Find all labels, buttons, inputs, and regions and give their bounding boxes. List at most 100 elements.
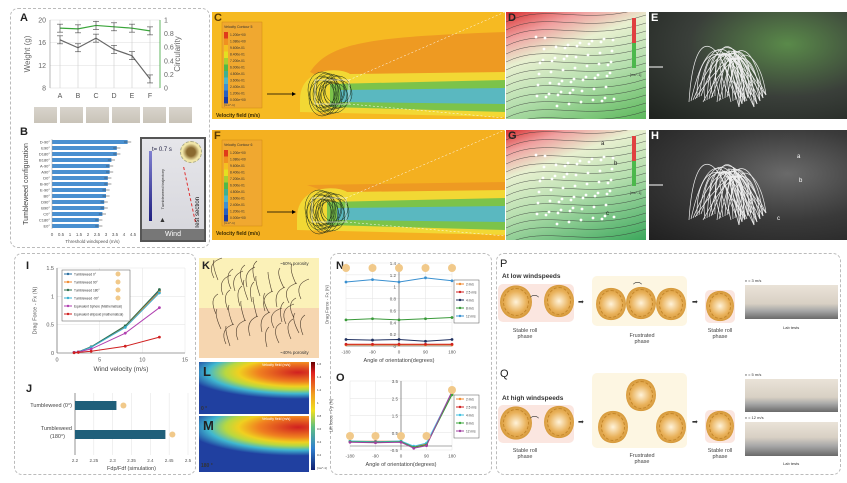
branch bbox=[737, 172, 767, 220]
data-point bbox=[412, 446, 416, 450]
tumbleweed-photo-a bbox=[33, 106, 58, 124]
tumbleweed-orientation-icon bbox=[421, 264, 430, 272]
colorbar-tick: 1.6 bbox=[317, 362, 322, 366]
tumbleweed-wireframe bbox=[320, 78, 348, 110]
x-axis-label: Angle of orientation(degrees) bbox=[364, 358, 435, 364]
particle bbox=[559, 90, 563, 94]
legend-value: 7.200e-01 bbox=[230, 177, 245, 181]
legend-swatch bbox=[224, 182, 228, 189]
x-tick-label: C bbox=[93, 93, 98, 100]
data-point bbox=[450, 342, 454, 346]
x-tick-label: F bbox=[148, 93, 152, 100]
particle bbox=[559, 208, 563, 212]
legend-box bbox=[61, 269, 131, 322]
x-tick-label: D bbox=[111, 93, 116, 100]
data-point bbox=[371, 278, 374, 281]
particle bbox=[573, 66, 577, 70]
particle bbox=[567, 102, 571, 106]
bar bbox=[52, 158, 112, 162]
m-angle-label: 180 ° bbox=[201, 463, 213, 469]
streamline bbox=[506, 220, 646, 237]
particle bbox=[565, 54, 569, 58]
x-tick-label: 180 bbox=[448, 454, 456, 459]
category-label: B-90° bbox=[40, 182, 50, 187]
branch bbox=[280, 301, 285, 323]
branch bbox=[275, 286, 286, 308]
tumbleweed-icon bbox=[115, 295, 121, 301]
branch bbox=[223, 323, 235, 345]
tumbleweed-orientation-icon bbox=[395, 264, 403, 272]
x-tick-label: B bbox=[76, 93, 81, 100]
bar bbox=[52, 182, 108, 186]
x-tick-label: 0.5 bbox=[58, 232, 65, 237]
legend-swatch bbox=[224, 84, 228, 91]
particle bbox=[561, 186, 565, 190]
p-speed-label: v = 3 m/s bbox=[745, 278, 762, 283]
tumbleweed-wireframe bbox=[319, 82, 349, 114]
panel-label-q: Q bbox=[500, 368, 509, 380]
tumbleweed-wireframe bbox=[306, 193, 332, 231]
particle bbox=[568, 91, 572, 95]
panel-label-l: L bbox=[203, 364, 211, 379]
legend-label: Tumbleweed -90° bbox=[74, 296, 100, 300]
data-point bbox=[374, 441, 377, 445]
y2-tick-label: 1 bbox=[164, 18, 168, 25]
category-label: Tumbleweed bbox=[41, 426, 72, 432]
l-field-label: Velocity field (m/s) bbox=[262, 363, 291, 367]
q-lab-photo-1 bbox=[744, 378, 839, 413]
particle bbox=[553, 174, 557, 178]
legend-value: 8.400e-01 bbox=[230, 53, 245, 57]
legend-label: 8 m/s bbox=[466, 306, 474, 310]
particle bbox=[563, 46, 567, 50]
streamline bbox=[506, 54, 646, 71]
streamline bbox=[506, 86, 646, 103]
test-section-label: Test section bbox=[195, 197, 201, 229]
category-label: E-90° bbox=[40, 188, 50, 193]
category-label: B90° bbox=[41, 206, 50, 211]
particle bbox=[555, 222, 559, 226]
branch bbox=[252, 296, 258, 318]
legend-swatch bbox=[224, 202, 228, 209]
y-tick-label: 1.5 bbox=[392, 414, 399, 419]
y-tick-label: 1.2 bbox=[390, 273, 397, 278]
tumbleweed-render: a b c bbox=[649, 154, 803, 226]
trajectory-label: Tumbleweed trajectory bbox=[160, 169, 165, 210]
particle bbox=[599, 158, 603, 162]
legend-value: 2.400e-01 bbox=[230, 85, 245, 89]
q-weed-2 bbox=[544, 405, 574, 439]
particle bbox=[541, 58, 545, 62]
particle bbox=[537, 190, 541, 194]
legend-label: 2 m/s bbox=[466, 397, 474, 401]
branch bbox=[719, 170, 740, 226]
particle bbox=[557, 82, 561, 86]
x-tick-label: -90 bbox=[369, 350, 376, 355]
particle bbox=[606, 181, 610, 185]
branch bbox=[240, 264, 246, 286]
tumbleweed-orientation-icon bbox=[371, 432, 380, 440]
y-tick-label: 12 bbox=[38, 63, 46, 70]
particle bbox=[556, 93, 560, 97]
legend-value: 3.600e-01 bbox=[230, 197, 245, 201]
particle bbox=[541, 176, 545, 180]
tumbleweed-wireframe bbox=[312, 191, 342, 225]
legend-marker bbox=[458, 421, 462, 425]
y-axis-label: Drag Force - Fx (N) bbox=[325, 285, 330, 325]
legend-swatch bbox=[224, 97, 228, 104]
tumbleweed-orientation-icon bbox=[448, 264, 456, 272]
tumbleweed-orientation-icon bbox=[368, 264, 377, 272]
particle bbox=[598, 51, 602, 55]
legend-marker bbox=[458, 413, 462, 417]
branch bbox=[733, 167, 758, 223]
particle bbox=[608, 189, 612, 193]
q-speed1-label: v = 5 m/s bbox=[745, 372, 762, 377]
streamline bbox=[506, 204, 646, 221]
bar bbox=[52, 188, 106, 192]
particle bbox=[597, 62, 601, 66]
legend-value: 1.200e+00 bbox=[230, 33, 246, 37]
particle bbox=[586, 53, 590, 57]
data-point bbox=[397, 280, 401, 284]
legend-label: 2.5 m/s bbox=[466, 290, 477, 294]
data-point bbox=[158, 291, 161, 295]
panel-ij-frame bbox=[14, 253, 196, 475]
legend-unit: [m s^-1] bbox=[224, 103, 235, 107]
